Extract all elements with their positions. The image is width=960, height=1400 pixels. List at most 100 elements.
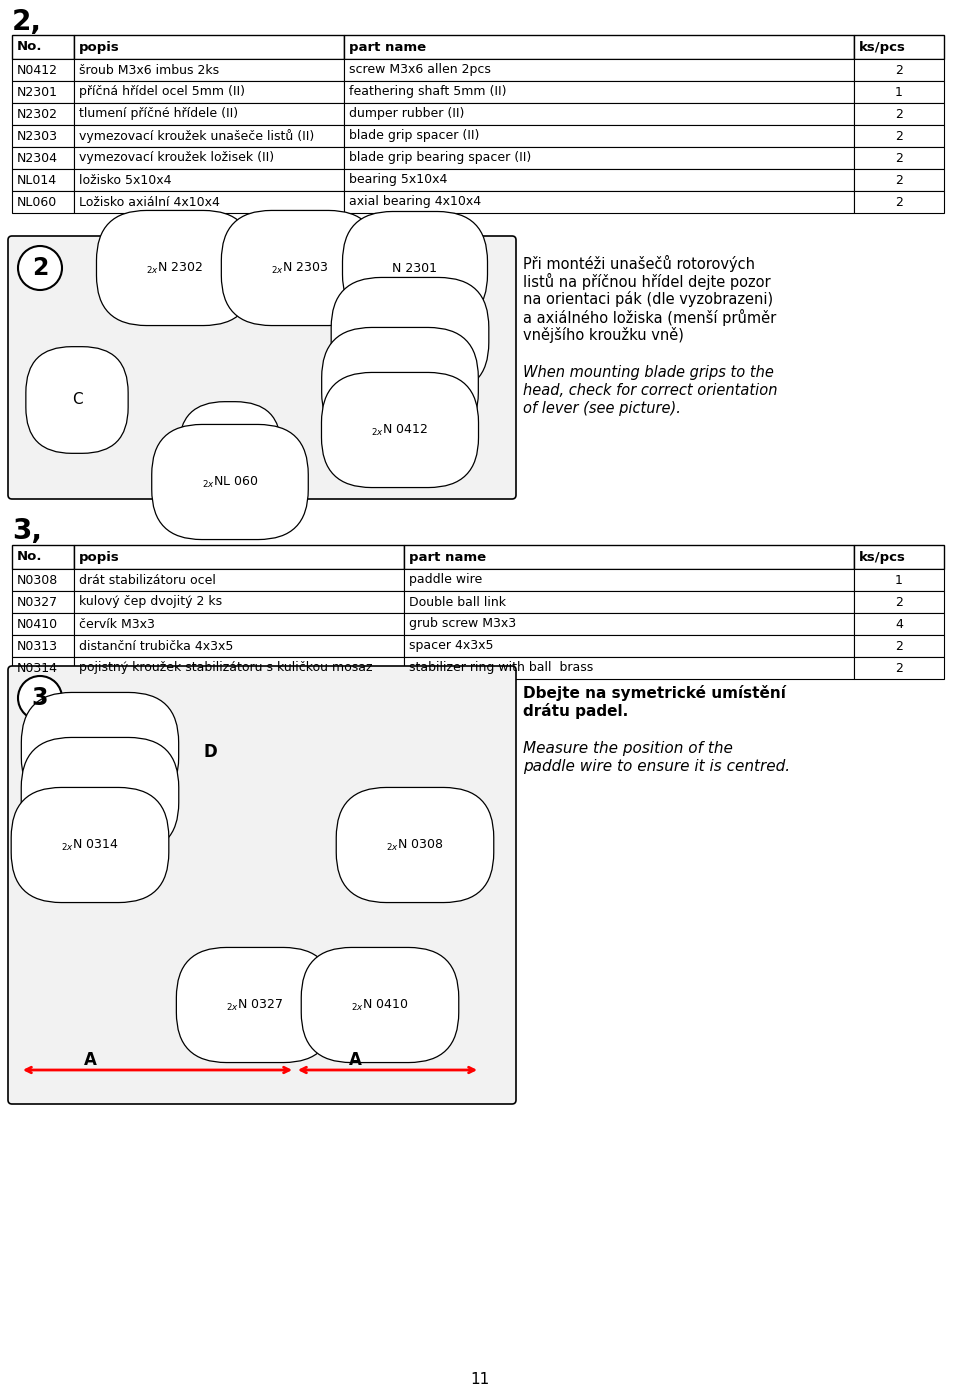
Text: 1: 1 [895,85,903,98]
Text: 2: 2 [895,63,903,77]
Circle shape [18,246,62,290]
Text: vnějšího kroužku vně): vnějšího kroužku vně) [523,328,684,343]
Bar [404,657,854,679]
Text: screw M3x6 allen 2pcs: screw M3x6 allen 2pcs [349,63,491,77]
Bar [854,35,944,59]
Text: Measure the position of the: Measure the position of the [523,741,732,756]
Bar [12,568,74,591]
Text: part name: part name [349,41,426,53]
Text: $_{2x}$N 2302: $_{2x}$N 2302 [147,260,204,276]
Text: drát stabilizátoru ocel: drát stabilizátoru ocel [79,574,216,587]
Text: N0412: N0412 [17,63,58,77]
Text: šroub M3x6 imbus 2ks: šroub M3x6 imbus 2ks [79,63,219,77]
Bar [74,545,404,568]
Text: tlumení příčné hřídele (II): tlumení příčné hřídele (II) [79,108,238,120]
Bar [854,125,944,147]
Text: $_{2x}$NL 014: $_{2x}$NL 014 [372,378,428,392]
Text: 3,: 3, [12,517,42,545]
Bar [344,104,854,125]
Bar [854,636,944,657]
Bar [12,125,74,147]
Text: No.: No. [17,41,42,53]
Text: 2: 2 [895,662,903,675]
Bar [854,147,944,169]
Text: ložisko 5x10x4: ložisko 5x10x4 [79,174,172,186]
Bar [854,613,944,636]
Text: 2: 2 [32,256,48,280]
Bar [74,636,404,657]
Text: 2: 2 [895,151,903,165]
Text: N2303: N2303 [17,130,58,143]
Bar [12,169,74,190]
Bar [404,591,854,613]
Text: N0308: N0308 [17,574,59,587]
Text: N0327: N0327 [17,595,59,609]
Text: 4: 4 [895,617,903,630]
Bar [12,35,74,59]
Bar [12,545,74,568]
Text: paddle wire: paddle wire [409,574,482,587]
Text: head, check for correct orientation: head, check for correct orientation [523,384,778,398]
Bar [12,657,74,679]
Text: 2,: 2, [12,8,42,36]
Text: ks/pcs: ks/pcs [859,41,906,53]
Bar [74,59,344,81]
Text: When mounting blade grips to the: When mounting blade grips to the [523,365,774,379]
Text: N 2301: N 2301 [393,262,438,274]
Text: blade grip spacer (II): blade grip spacer (II) [349,130,479,143]
Text: spacer 4x3x5: spacer 4x3x5 [409,640,493,652]
Text: červík M3x3: červík M3x3 [79,617,155,630]
Bar [404,568,854,591]
Text: stabilizer ring with ball  brass: stabilizer ring with ball brass [409,662,593,675]
Text: N0410: N0410 [17,617,59,630]
Bar [74,125,344,147]
Text: 11: 11 [470,1372,490,1387]
Text: N0314: N0314 [17,662,58,675]
Text: N0313: N0313 [17,640,58,652]
Text: NL014: NL014 [17,174,58,186]
Bar [854,169,944,190]
Bar [854,104,944,125]
Bar [12,81,74,104]
Text: popis: popis [79,550,120,563]
Bar [854,568,944,591]
Text: $_{2x}$N 0314: $_{2x}$N 0314 [61,837,119,853]
Text: C: C [225,448,235,462]
Bar [854,190,944,213]
Text: $_{2x}$N 0412: $_{2x}$N 0412 [372,423,428,438]
Bar [344,169,854,190]
Text: D: D [204,743,217,762]
Text: 2: 2 [895,108,903,120]
Text: Dbejte na symetrické umístění: Dbejte na symetrické umístění [523,685,786,701]
FancyBboxPatch shape [8,666,516,1105]
Text: C: C [72,392,83,407]
Text: paddle wire to ensure it is centred.: paddle wire to ensure it is centred. [523,759,790,774]
Text: $_{2x}$N 0410: $_{2x}$N 0410 [71,787,129,802]
Text: dumper rubber (II): dumper rubber (II) [349,108,465,120]
Text: A: A [348,1051,361,1070]
Text: A: A [84,1051,96,1070]
Bar [74,613,404,636]
Text: 2: 2 [895,196,903,209]
Text: $_{2x}$NL 060: $_{2x}$NL 060 [202,475,258,490]
Text: $_{2x}$N 2304: $_{2x}$N 2304 [381,328,439,343]
Text: N2301: N2301 [17,85,58,98]
Text: part name: part name [409,550,486,563]
Text: Při montéži unašečů rotorových: Při montéži unašečů rotorových [523,255,755,272]
Bar [12,59,74,81]
Text: $_{2x}$N 0410: $_{2x}$N 0410 [351,997,409,1012]
Bar [344,81,854,104]
Text: příčná hřídel ocel 5mm (II): příčná hřídel ocel 5mm (II) [79,85,245,98]
Bar [74,591,404,613]
Text: $_{2x}$N 0327: $_{2x}$N 0327 [227,997,283,1012]
Text: na orientaci pák (dle vyzobrazeni): na orientaci pák (dle vyzobrazeni) [523,291,773,307]
Text: feathering shaft 5mm (II): feathering shaft 5mm (II) [349,85,507,98]
Text: axial bearing 4x10x4: axial bearing 4x10x4 [349,196,481,209]
Bar [12,147,74,169]
Bar [74,35,344,59]
Bar [74,104,344,125]
Text: Ložisko axiální 4x10x4: Ložisko axiální 4x10x4 [79,196,220,209]
Text: 2: 2 [895,640,903,652]
Bar [404,636,854,657]
Bar [404,545,854,568]
